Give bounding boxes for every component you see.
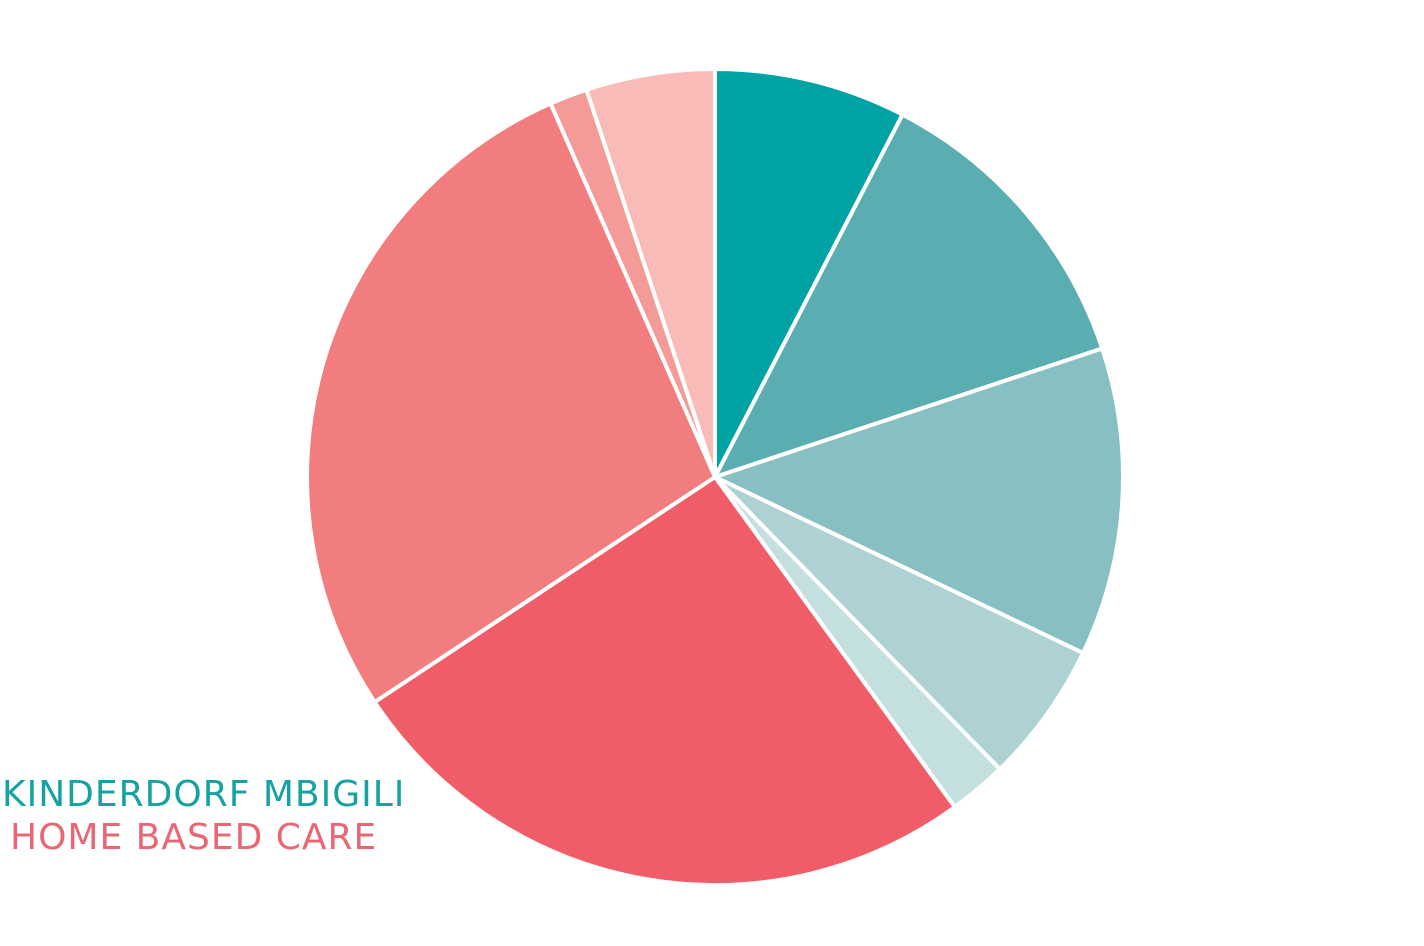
pie-slice-4 (713, 475, 1086, 772)
pie-slice-6 (372, 475, 957, 887)
pie-slice-2 (713, 112, 1105, 479)
legend-label-home-based-care: HOME BASED CARE (10, 817, 378, 858)
pie-slices (305, 67, 1125, 887)
pie-slice-1 (713, 67, 905, 479)
pie-slice-3 (713, 346, 1125, 656)
pie-slice-9 (584, 67, 717, 479)
pie-slice-7 (305, 101, 717, 705)
legend-label-kinderdorf-mbigili: KINDERDORF MBIGILI (2, 774, 406, 815)
